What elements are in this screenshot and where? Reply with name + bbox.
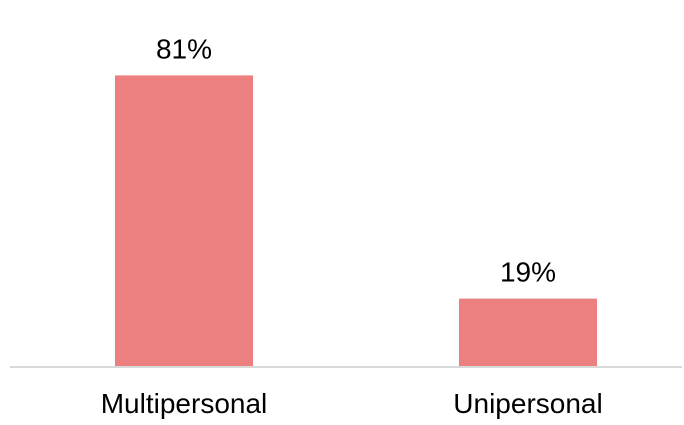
data-label-unipersonal: 19%: [500, 257, 556, 288]
bar-unipersonal: [459, 299, 597, 367]
bars-layer: [115, 75, 597, 367]
data-label-multipersonal: 81%: [156, 33, 212, 64]
bar-multipersonal: [115, 75, 253, 367]
category-label-unipersonal: Unipersonal: [453, 388, 602, 419]
category-label-multipersonal: Multipersonal: [101, 388, 268, 419]
